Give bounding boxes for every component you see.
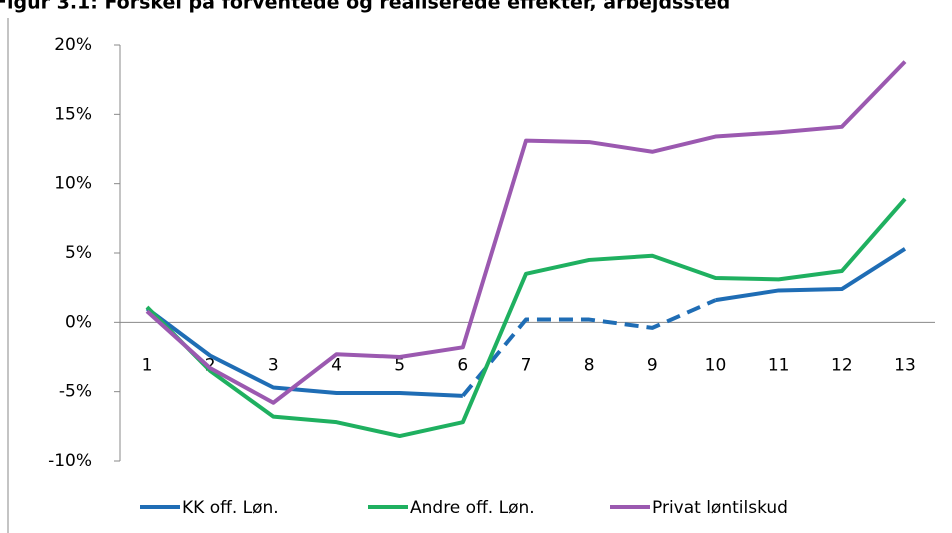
x-tick-label: 2 [205,355,216,375]
legend-label: Privat løntilskud [652,498,788,518]
y-tick-label: 0% [65,312,92,332]
y-tick-label: 10% [54,174,92,194]
legend-label: KK off. Løn. [182,498,279,518]
x-tick-label: 11 [768,355,790,375]
y-tick-label: -5% [59,382,92,402]
series-line [145,306,463,398]
y-tick-label: -10% [48,451,92,471]
x-tick-label: 7 [521,355,532,375]
x-tick-label: 10 [705,355,727,375]
x-tick-label: 5 [394,355,405,375]
legend-label: Andre off. Løn. [410,498,535,518]
x-tick-label: 4 [331,355,342,375]
x-tick-label: 13 [894,355,916,375]
x-tick-label: 3 [268,355,279,375]
x-tick-label: 9 [647,355,658,375]
series-line [715,247,907,303]
x-tick-label: 8 [584,355,595,375]
chart-title: Figur 3.1: Forskel på forventede og real… [0,0,730,14]
series-line [145,197,907,439]
y-tick-label: 20% [54,35,92,55]
series-line [145,60,907,405]
x-tick-label: 12 [831,355,853,375]
y-tick-label: 5% [65,243,92,263]
x-tick-label: 1 [142,355,153,375]
x-tick-label: 6 [457,355,468,375]
series-line [461,298,717,398]
y-tick-label: 15% [54,104,92,124]
